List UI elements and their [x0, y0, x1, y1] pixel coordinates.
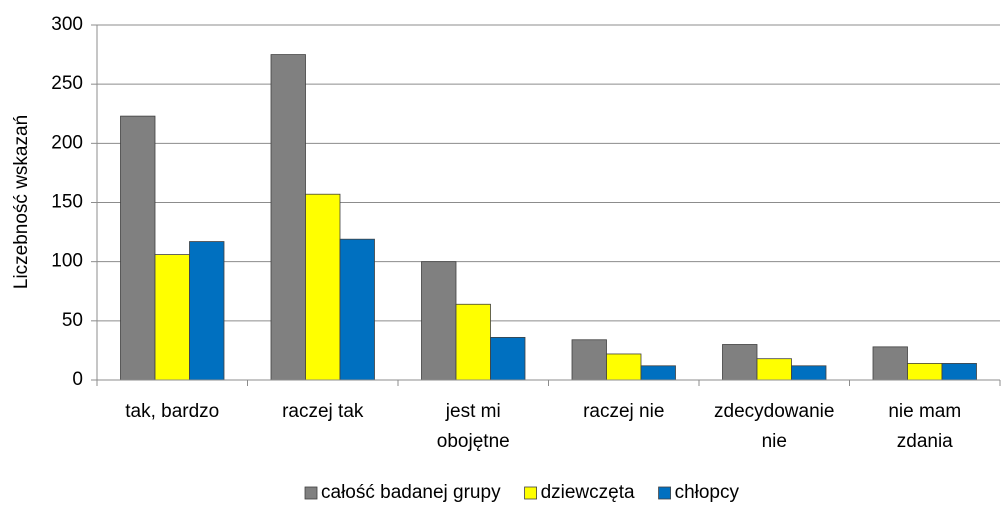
bar — [791, 365, 827, 381]
y-tick-label: 250 — [51, 73, 83, 94]
bar — [455, 303, 491, 381]
y-tick-label: 300 — [51, 14, 83, 35]
legend-label: dziewczęta — [541, 482, 635, 503]
legend-swatch — [658, 486, 671, 500]
legend-label: chłopcy — [675, 482, 740, 503]
x-tick-label: raczej nie — [583, 401, 664, 422]
x-tick-label: raczej tak — [282, 401, 364, 422]
y-tick-label: 0 — [72, 369, 83, 390]
bar — [339, 238, 375, 381]
bar — [421, 261, 457, 381]
bar — [189, 241, 225, 381]
legend-swatch — [524, 486, 537, 500]
bar — [571, 339, 607, 381]
bar — [120, 115, 156, 381]
bar — [907, 363, 943, 381]
y-tick-label: 200 — [51, 132, 83, 153]
bar — [722, 344, 758, 381]
bar — [756, 358, 792, 381]
bar — [941, 363, 977, 381]
bar — [154, 254, 190, 381]
bar — [490, 336, 526, 381]
y-tick-label: 100 — [51, 251, 83, 272]
x-tick-label: jest mi obojętne — [437, 401, 510, 452]
bar — [872, 346, 908, 381]
x-tick-label: zdecydowanie nie — [714, 401, 834, 452]
y-tick-label: 150 — [51, 192, 83, 213]
x-tick-label: tak, bardzo — [125, 401, 219, 422]
x-tick-label: nie mam zdania — [888, 401, 961, 452]
bar — [305, 193, 341, 381]
bar — [640, 365, 676, 381]
bar — [606, 353, 642, 381]
legend-swatch — [304, 486, 318, 500]
y-axis-label: Liczebność wskazań — [11, 115, 32, 289]
y-tick-label: 50 — [62, 310, 83, 331]
bar — [270, 54, 306, 381]
legend-label: całość badanej grupy — [321, 482, 501, 503]
